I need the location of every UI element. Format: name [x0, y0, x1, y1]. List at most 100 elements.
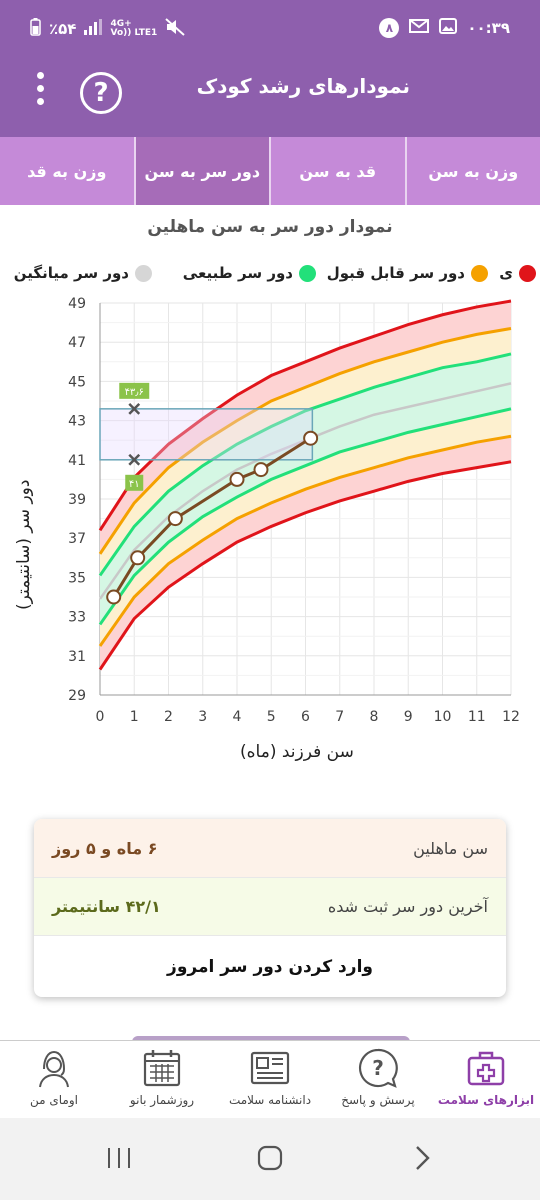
nav-calendar[interactable]: روزشمار بانو — [108, 1041, 216, 1118]
legend-dot — [471, 264, 488, 282]
y-tick-label: 39 — [68, 492, 86, 508]
selection-marker-x — [128, 402, 141, 415]
reference-curve-lower-orange — [98, 434, 512, 647]
child-series-line — [112, 436, 312, 598]
back-icon[interactable] — [408, 1144, 436, 1172]
x-tick-label: 11 — [468, 709, 486, 725]
chart-legend: ی دور سر قابل قبول دور سر طبیعی دور سر م… — [0, 264, 540, 290]
legend-item-grey[interactable]: دور سر میانگین — [14, 264, 152, 282]
question-bubble-icon: ? — [358, 1048, 398, 1088]
nav-label: ابزارهای سلامت — [437, 1093, 535, 1107]
notification-count: ۸ — [379, 18, 400, 38]
first-aid-kit-icon — [467, 1051, 505, 1086]
chart-tabs: وزن به سن قد به سن دور سر به سن وزن به ق… — [0, 137, 540, 205]
y-tick-label: 37 — [68, 531, 86, 547]
y-tick-label: 33 — [68, 610, 86, 626]
tab-head-for-age[interactable]: دور سر به سن — [133, 137, 269, 205]
overflow-menu-icon[interactable] — [28, 72, 52, 112]
reference-band — [100, 353, 511, 599]
age-label: سن ماهلین — [413, 838, 488, 858]
battery-icon — [30, 18, 41, 40]
y-tick-label: 41 — [68, 453, 86, 469]
selection-tag-bg — [125, 474, 144, 491]
legend-item-orange[interactable]: دور سر قابل قبول — [327, 264, 488, 282]
x-tick-label: 8 — [370, 709, 379, 725]
nav-health-tools[interactable]: ابزارهای سلامت — [432, 1041, 540, 1118]
child-data-point — [167, 511, 183, 527]
selection-tag-label: ۴۱ — [129, 479, 140, 490]
last-measure-label: آخرین دور سر ثبت شده — [327, 897, 488, 916]
reference-band — [100, 301, 511, 554]
reference-curve-lower-red — [98, 460, 512, 671]
legend-dot — [299, 264, 316, 282]
recent-apps-icon[interactable] — [105, 1144, 133, 1172]
age-row: سن ماهلین ۶ ماه و ۵ روز — [34, 819, 506, 877]
age-value: ۶ ماه و ۵ روز — [52, 838, 158, 858]
network-type: 4G+ Vo)) LTE1 — [110, 19, 158, 38]
y-tick-label: 49 — [68, 296, 86, 312]
y-tick-label: 35 — [68, 570, 86, 586]
tab-height-for-age[interactable]: قد به سن — [269, 137, 405, 205]
child-data-point — [229, 471, 245, 487]
x-tick-label: 3 — [198, 709, 207, 725]
x-tick-label: 12 — [502, 709, 520, 725]
home-icon[interactable] — [256, 1144, 284, 1172]
y-tick-label: 43 — [68, 414, 86, 430]
nav-label: روزشمار بانو — [129, 1093, 195, 1107]
chart-title: نمودار دور سر به سن ماهلین — [147, 217, 393, 237]
battery-percent: ٪۵۴ — [49, 20, 77, 38]
reference-curve-upper-orange — [98, 327, 512, 555]
nav-label: دانشنامه سلامت — [228, 1093, 312, 1107]
x-tick-label: 1 — [130, 709, 139, 725]
last-measure-value: ۴۲/۱ سانتیمتر — [52, 897, 161, 916]
y-axis-label: دور سر (سانتیمتر) — [14, 479, 34, 610]
legend-item-green[interactable]: دور سر طبیعی — [183, 264, 316, 282]
y-tick-label: 47 — [68, 335, 86, 351]
calendar-icon — [143, 1050, 181, 1087]
y-tick-label: 29 — [68, 688, 86, 704]
page-title: نمودارهای رشد کودک — [196, 74, 410, 98]
child-data-point — [130, 550, 146, 566]
reference-curve-upper-green — [98, 352, 512, 577]
x-tick-label: 9 — [404, 709, 413, 725]
bottom-nav: ابزارهای سلامت ? پرسش و پاسخ دانشنامه سل… — [0, 1040, 540, 1118]
newspaper-icon — [250, 1051, 290, 1085]
signal-icon — [84, 19, 103, 39]
status-right: ۸ ۰۰:۳۹ — [379, 18, 510, 38]
legend-dot — [519, 264, 536, 282]
enter-today-button[interactable]: وارد کردن دور سر امروز — [34, 935, 506, 997]
woman-avatar-icon — [39, 1050, 69, 1088]
info-card: سن ماهلین ۶ ماه و ۵ روز آخرین دور سر ثبت… — [34, 819, 506, 997]
legend-item-red[interactable]: ی — [499, 264, 536, 282]
child-data-point — [303, 430, 319, 446]
tab-weight-for-age[interactable]: وزن به سن — [404, 137, 540, 205]
reference-band — [100, 408, 511, 646]
x-tick-label: 10 — [434, 709, 452, 725]
help-button[interactable]: ? — [80, 72, 122, 114]
x-tick-label: 0 — [96, 709, 105, 725]
x-tick-label: 2 — [164, 709, 173, 725]
selection-marker-x — [128, 453, 141, 466]
system-nav-bar — [0, 1118, 540, 1200]
nav-label: اومای من — [30, 1093, 78, 1107]
reference-curve-upper-red — [98, 299, 512, 532]
mail-icon — [409, 18, 430, 38]
legend-dot — [135, 264, 152, 282]
selection-tag-bg — [119, 382, 150, 399]
selection-box — [99, 408, 314, 461]
tab-weight-for-height[interactable]: وزن به قد — [27, 161, 107, 181]
reference-curve-lower-green — [98, 407, 512, 626]
child-data-point — [253, 462, 269, 478]
nav-my-profile[interactable]: اومای من — [0, 1041, 108, 1118]
nav-qa[interactable]: ? پرسش و پاسخ — [324, 1041, 432, 1118]
legend-label: دور سر طبیعی — [182, 264, 293, 282]
child-data-point — [106, 589, 122, 605]
app-bar: ? نمودارهای رشد کودک — [0, 44, 540, 137]
x-tick-label: 5 — [267, 709, 276, 725]
legend-label: دور سر میانگین — [13, 264, 129, 282]
nav-encyclopedia[interactable]: دانشنامه سلامت — [216, 1041, 324, 1118]
status-left: ٪۵۴ 4G+ Vo)) LTE1 — [30, 18, 185, 40]
selection-tag-label: ۴۳٫۶ — [125, 387, 144, 398]
x-tick-label: 4 — [233, 709, 242, 725]
